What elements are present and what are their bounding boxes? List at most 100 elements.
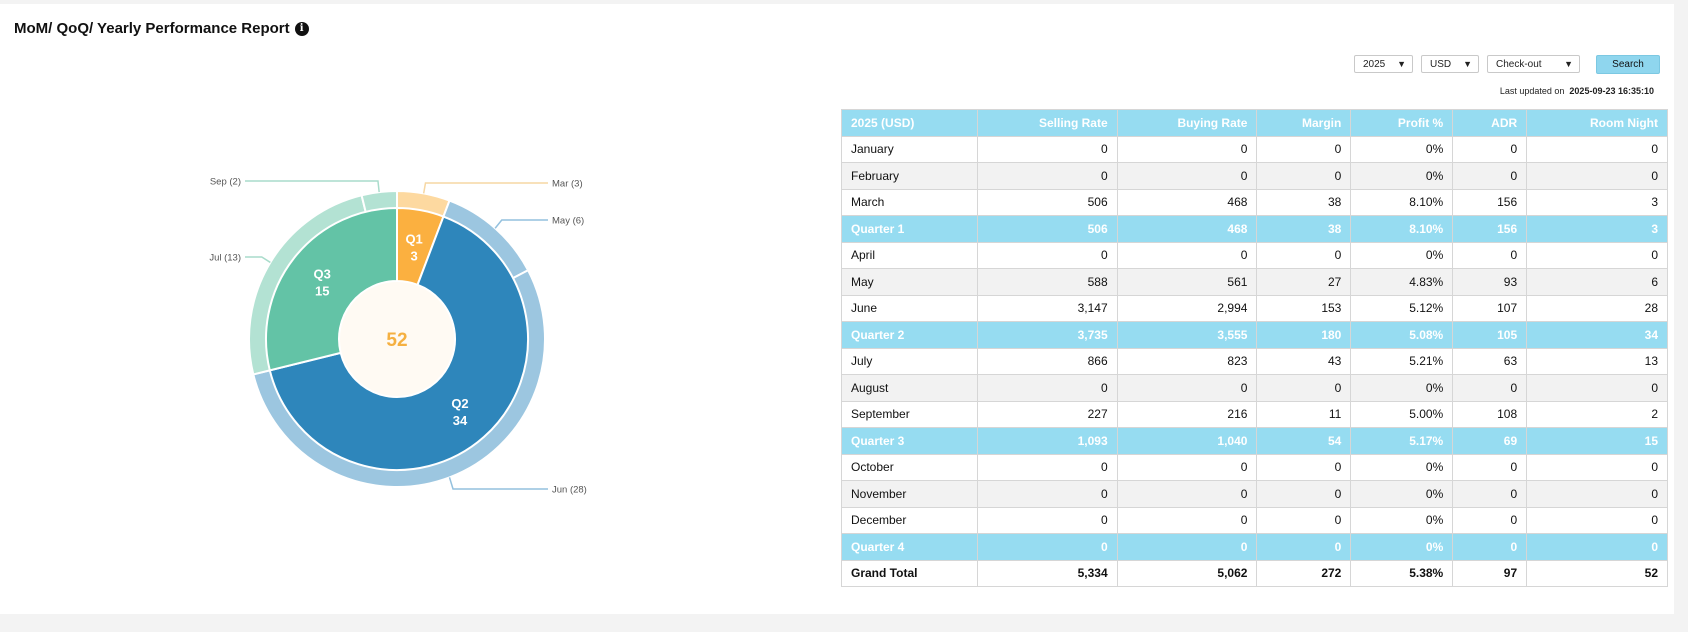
table-cell: 0% [1350,374,1454,402]
table-cell: 0 [976,241,1118,269]
info-icon[interactable]: i [294,21,309,36]
table-cell: 0% [1350,533,1454,561]
callout-label-sep: Sep (2) [210,177,241,188]
inner-slice-value: 34 [453,413,468,428]
table-cell: 0 [1452,453,1528,481]
table-cell: February [841,162,978,190]
table-cell: 0% [1350,135,1454,163]
table-cell: 63 [1452,347,1528,375]
header-margin: Margin [1256,109,1352,137]
inner-slice-label: Q1 [405,232,422,247]
table-cell: November [841,480,978,508]
table-cell: 823 [1116,347,1258,375]
page-title: MoM/ QoQ/ Yearly Performance Report i [14,20,309,37]
table-cell: 5,334 [976,559,1118,587]
table-cell: 468 [1116,215,1258,243]
table-row: June 3,147 2,994 153 5.12% 107 28 [841,294,1668,322]
report-card: MoM/ QoQ/ Yearly Performance Report i 20… [0,4,1674,614]
quarter-row: Quarter 1 506 468 38 8.10% 156 3 [841,215,1668,243]
table-cell: Quarter 3 [841,427,978,455]
table-cell: 588 [976,268,1118,296]
table-cell: 0 [1452,162,1528,190]
table-cell: December [841,506,978,534]
table-cell: Quarter 1 [841,215,978,243]
table-cell: 3,555 [1116,321,1258,349]
table-cell: 866 [976,347,1118,375]
table-cell: 5.00% [1350,400,1454,428]
performance-table: 2025 (USD) Selling Rate Buying Rate Marg… [841,109,1668,587]
table-cell: 1,040 [1116,427,1258,455]
table-cell: 0 [1526,506,1668,534]
table-cell: 506 [976,188,1118,216]
table-cell: 5.17% [1350,427,1454,455]
table-cell: 0% [1350,506,1454,534]
table-cell: 0 [1256,135,1352,163]
chevron-down-icon: ▼ [1463,59,1472,69]
report-title: MoM/ QoQ/ Yearly Performance Report [14,20,290,37]
table-cell: 13 [1526,347,1668,375]
table-cell: 0 [1116,533,1258,561]
table-cell: 156 [1452,215,1528,243]
table-cell: 27 [1256,268,1352,296]
table-cell: 0 [1116,453,1258,481]
table-cell: 0 [1526,241,1668,269]
table-row: October 0 0 0 0% 0 0 [841,453,1668,481]
table-row: December 0 0 0 0% 0 0 [841,506,1668,534]
header-period: 2025 (USD) [841,109,978,137]
table-cell: 52 [1526,559,1668,587]
table-cell: 108 [1452,400,1528,428]
table-row: July 866 823 43 5.21% 63 13 [841,347,1668,375]
table-cell: 0% [1350,453,1454,481]
table-cell: 3,735 [976,321,1118,349]
table-cell: 34 [1526,321,1668,349]
date-type-select[interactable]: Check-out ▼ [1487,55,1580,73]
currency-select-value: USD [1430,58,1452,70]
callout-line-sep [245,180,380,193]
inner-slice-label: Q2 [451,396,468,411]
table-cell: 0 [976,453,1118,481]
table-cell: 5.12% [1350,294,1454,322]
currency-select[interactable]: USD ▼ [1421,55,1479,73]
table-row: January 0 0 0 0% 0 0 [841,135,1668,163]
table-cell: October [841,453,978,481]
table-cell: 0 [1116,241,1258,269]
table-cell: September [841,400,978,428]
table-cell: 506 [976,215,1118,243]
table-cell: 0 [1116,480,1258,508]
table-header-row: 2025 (USD) Selling Rate Buying Rate Marg… [841,109,1668,137]
table-row: April 0 0 0 0% 0 0 [841,241,1668,269]
chevron-down-icon: ▼ [1564,59,1573,69]
table-cell: 0 [1452,533,1528,561]
table-cell: 180 [1256,321,1352,349]
table-cell: 0 [1116,162,1258,190]
table-cell: 0 [976,480,1118,508]
table-cell: 69 [1452,427,1528,455]
table-cell: 0 [1256,480,1352,508]
table-cell: 2,994 [1116,294,1258,322]
filter-bar: 2025 ▼ USD ▼ Check-out ▼ Search [1354,55,1660,74]
table-cell: 0 [976,374,1118,402]
table-cell: 0 [1256,506,1352,534]
table-cell: 0 [976,162,1118,190]
search-button[interactable]: Search [1596,55,1660,74]
callout-line-jun [448,477,548,490]
table-cell: 8.10% [1350,188,1454,216]
table-cell: Grand Total [841,559,978,587]
table-row: February 0 0 0 0% 0 0 [841,162,1668,190]
table-row: August 0 0 0 0% 0 0 [841,374,1668,402]
table-row: May 588 561 27 4.83% 93 6 [841,268,1668,296]
table-cell: 561 [1116,268,1258,296]
year-select[interactable]: 2025 ▼ [1354,55,1413,73]
chevron-down-icon: ▼ [1397,59,1406,69]
callout-label-mar: Mar (3) [552,179,583,190]
table-cell: 0 [976,533,1118,561]
last-updated-value: 2025-09-23 16:35:10 [1569,86,1654,96]
table-cell: 107 [1452,294,1528,322]
table-cell: 54 [1256,427,1352,455]
table-cell: 0% [1350,480,1454,508]
table-cell: 105 [1452,321,1528,349]
inner-slice-value: 3 [411,249,418,264]
table-cell: 0 [1116,135,1258,163]
table-cell: 0 [1526,135,1668,163]
table-cell: 0 [976,506,1118,534]
